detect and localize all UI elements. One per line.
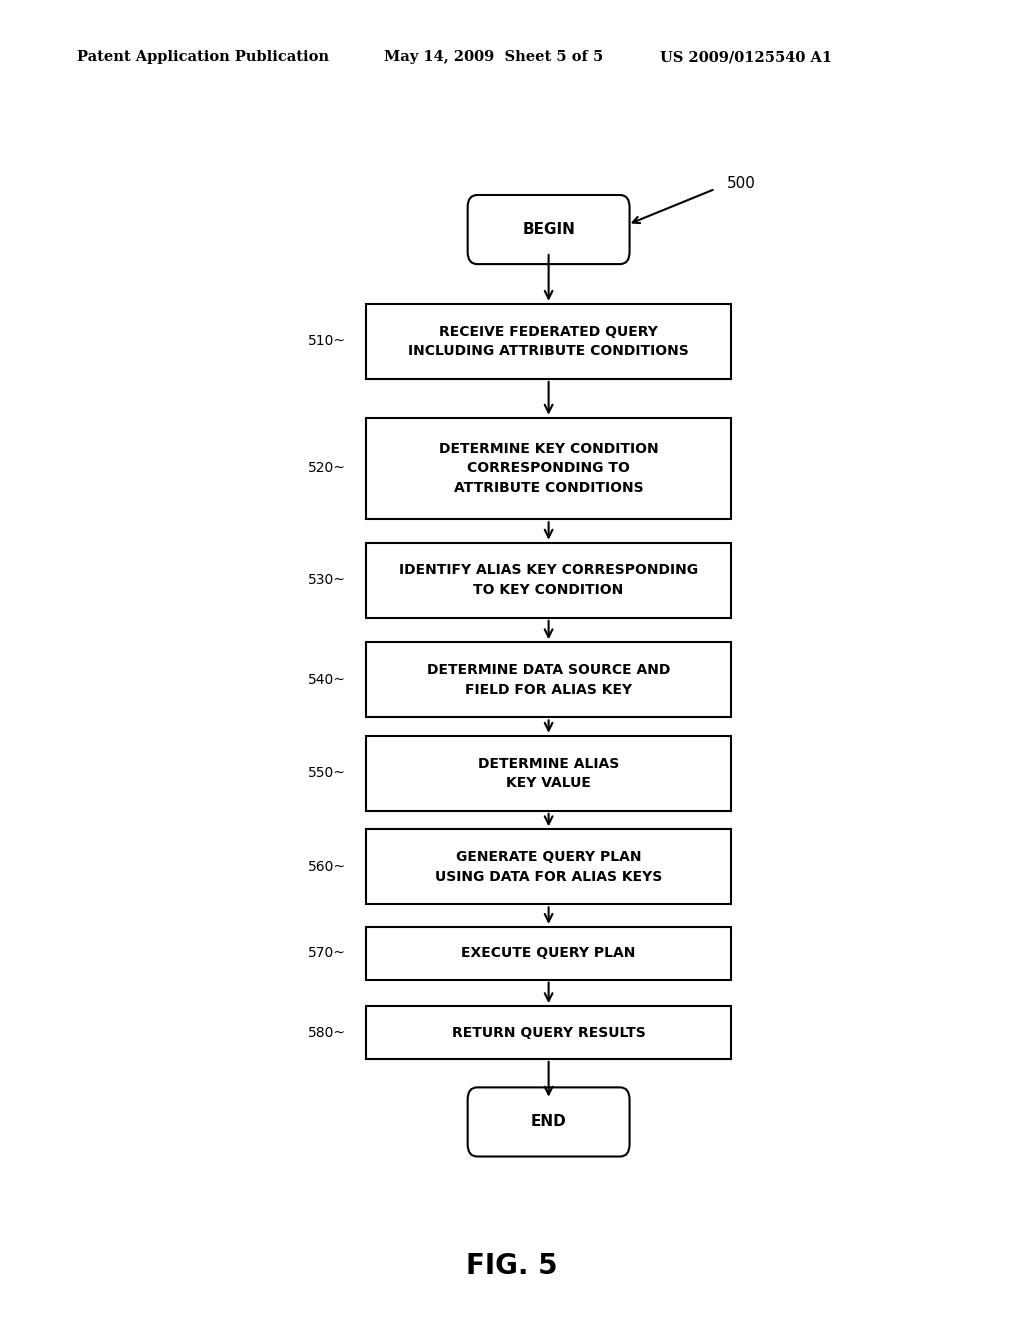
Text: 530~: 530~ — [308, 573, 346, 587]
Text: US 2009/0125540 A1: US 2009/0125540 A1 — [660, 50, 833, 65]
Text: FIG. 5: FIG. 5 — [466, 1253, 558, 1280]
Text: 540~: 540~ — [308, 673, 346, 686]
Text: EXECUTE QUERY PLAN: EXECUTE QUERY PLAN — [462, 946, 636, 960]
Text: RECEIVE FEDERATED QUERY
INCLUDING ATTRIBUTE CONDITIONS: RECEIVE FEDERATED QUERY INCLUDING ATTRIB… — [409, 325, 689, 358]
FancyBboxPatch shape — [367, 927, 731, 979]
Text: END: END — [530, 1114, 566, 1130]
FancyBboxPatch shape — [367, 1006, 731, 1059]
FancyBboxPatch shape — [468, 1088, 630, 1156]
Text: 560~: 560~ — [308, 859, 346, 874]
Text: 570~: 570~ — [308, 946, 346, 960]
FancyBboxPatch shape — [367, 543, 731, 618]
Text: 520~: 520~ — [308, 462, 346, 475]
FancyBboxPatch shape — [367, 735, 731, 810]
Text: GENERATE QUERY PLAN
USING DATA FOR ALIAS KEYS: GENERATE QUERY PLAN USING DATA FOR ALIAS… — [435, 850, 663, 883]
FancyBboxPatch shape — [367, 643, 731, 718]
FancyBboxPatch shape — [367, 304, 731, 379]
Text: May 14, 2009  Sheet 5 of 5: May 14, 2009 Sheet 5 of 5 — [384, 50, 603, 65]
Text: BEGIN: BEGIN — [522, 222, 575, 238]
Text: DETERMINE ALIAS
KEY VALUE: DETERMINE ALIAS KEY VALUE — [478, 756, 620, 791]
Text: DETERMINE KEY CONDITION
CORRESPONDING TO
ATTRIBUTE CONDITIONS: DETERMINE KEY CONDITION CORRESPONDING TO… — [439, 442, 658, 495]
Text: RETURN QUERY RESULTS: RETURN QUERY RESULTS — [452, 1026, 645, 1040]
FancyBboxPatch shape — [367, 829, 731, 904]
Text: DETERMINE DATA SOURCE AND
FIELD FOR ALIAS KEY: DETERMINE DATA SOURCE AND FIELD FOR ALIA… — [427, 663, 671, 697]
Text: 500: 500 — [727, 177, 756, 191]
Text: 550~: 550~ — [308, 767, 346, 780]
FancyBboxPatch shape — [367, 417, 731, 519]
FancyBboxPatch shape — [468, 195, 630, 264]
Text: Patent Application Publication: Patent Application Publication — [77, 50, 329, 65]
Text: IDENTIFY ALIAS KEY CORRESPONDING
TO KEY CONDITION: IDENTIFY ALIAS KEY CORRESPONDING TO KEY … — [399, 564, 698, 597]
Text: 510~: 510~ — [308, 334, 346, 348]
Text: 580~: 580~ — [308, 1026, 346, 1040]
